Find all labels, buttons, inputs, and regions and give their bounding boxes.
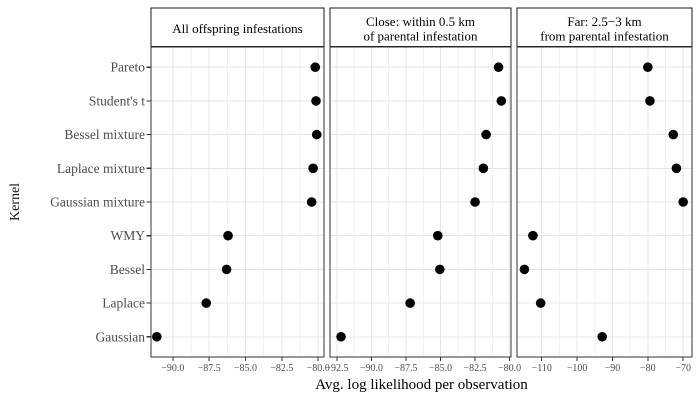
data-point xyxy=(671,163,682,174)
y-axis-category-label: Student's t xyxy=(89,93,145,108)
x-tick-label: −85.0 xyxy=(234,363,257,374)
x-tick-label: −90.0 xyxy=(360,363,383,374)
data-point xyxy=(535,298,546,308)
x-tick-label: −82.5 xyxy=(464,363,487,374)
x-tick-label: −87.5 xyxy=(394,363,417,374)
data-point xyxy=(201,298,212,308)
x-tick-label: −70 xyxy=(675,363,691,374)
panel-strip-title: Close: within 0.5 km xyxy=(366,14,475,29)
data-point xyxy=(493,62,504,73)
x-tick-label: −80 xyxy=(640,363,656,374)
data-point xyxy=(311,96,321,106)
panel-border xyxy=(516,46,693,358)
data-point xyxy=(678,197,688,207)
data-point xyxy=(519,264,530,275)
y-axis-category-label: WMY xyxy=(111,228,146,243)
data-point xyxy=(496,96,507,106)
y-axis-category-label: Bessel xyxy=(110,262,145,277)
panel-strip-title: from parental infestation xyxy=(540,29,669,44)
panel-strip xyxy=(516,7,693,48)
data-point xyxy=(481,129,491,140)
panel-border xyxy=(150,46,325,358)
y-axis-category-label: Bessel mixture xyxy=(64,127,145,142)
data-point xyxy=(435,264,445,275)
x-tick-label: −85.0 xyxy=(429,363,452,374)
x-tick-label: −92.5 xyxy=(325,363,348,374)
data-point xyxy=(432,230,443,241)
data-point xyxy=(308,163,318,174)
data-point xyxy=(478,163,489,174)
data-point xyxy=(336,331,346,342)
x-tick-label: −110 xyxy=(532,363,552,374)
data-point xyxy=(528,230,538,241)
y-axis-category-label: Laplace xyxy=(102,296,145,311)
x-tick-label: −80.0 xyxy=(498,363,521,374)
y-axis-category-label: Laplace mixture xyxy=(57,161,145,176)
panel-strip-title: All offspring infestations xyxy=(172,21,302,36)
x-tick-label: −100 xyxy=(567,363,588,374)
data-point xyxy=(643,62,653,73)
y-axis-category-label: Gaussian xyxy=(96,329,146,344)
x-tick-label: −82.5 xyxy=(270,363,293,374)
data-point xyxy=(223,230,233,241)
panel-strip-title: of parental infestation xyxy=(363,29,478,44)
data-point xyxy=(152,331,162,342)
panel-strip-title: Far: 2.5−3 km xyxy=(567,14,641,29)
data-point xyxy=(668,129,679,140)
data-point xyxy=(310,62,321,73)
data-point xyxy=(405,298,415,308)
data-point xyxy=(306,197,317,207)
data-point xyxy=(470,197,480,207)
panel-strip xyxy=(150,7,325,48)
data-point xyxy=(597,331,608,342)
x-tick-label: −90 xyxy=(605,363,621,374)
y-axis-title: Kernel xyxy=(8,182,23,222)
y-axis-category-label: Pareto xyxy=(111,60,146,75)
x-tick-label: −87.5 xyxy=(198,363,221,374)
data-point xyxy=(645,96,655,106)
y-axis-category-label: Gaussian mixture xyxy=(50,195,145,210)
data-point xyxy=(311,129,322,140)
data-point xyxy=(221,264,232,275)
x-tick-label: −90.0 xyxy=(161,363,184,374)
x-axis-title: Avg. log likelihood per observation xyxy=(315,377,528,393)
x-tick-label: −80.0 xyxy=(307,363,330,374)
panel-border xyxy=(329,46,512,358)
